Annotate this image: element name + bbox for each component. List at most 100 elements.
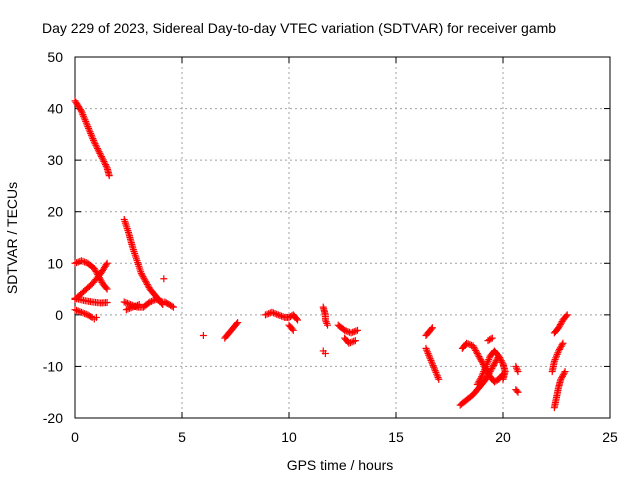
data-point [146, 298, 154, 306]
data-point [474, 379, 482, 387]
data-point [426, 355, 434, 363]
data-point [142, 279, 150, 287]
data-point [561, 368, 569, 376]
data-point [341, 326, 349, 334]
data-point [472, 348, 480, 356]
data-point [130, 247, 138, 255]
data-point [121, 219, 129, 227]
data-point [139, 273, 147, 281]
data-point [93, 143, 101, 151]
data-point [482, 375, 490, 383]
data-point [350, 328, 358, 336]
data-point [82, 119, 90, 127]
y-tick-label: 0 [55, 307, 63, 323]
data-point [513, 387, 521, 395]
data-point [322, 318, 330, 326]
data-point [92, 313, 100, 321]
data-point [292, 315, 300, 323]
data-point [478, 373, 486, 381]
data-point [427, 325, 435, 333]
x-tick-label: 0 [71, 429, 79, 445]
data-point [87, 131, 95, 139]
data-point [129, 303, 137, 311]
data-point [138, 271, 146, 279]
data-point [233, 320, 241, 328]
data-point [499, 375, 507, 383]
data-point [435, 375, 443, 383]
data-point [556, 344, 564, 352]
data-point [129, 244, 137, 252]
data-point [487, 335, 495, 343]
data-point [141, 276, 149, 284]
data-point [434, 374, 442, 382]
axis-ticks [74, 56, 611, 419]
data-point [559, 339, 567, 347]
data-point [475, 377, 483, 385]
data-point [350, 337, 358, 345]
data-point [143, 280, 151, 288]
x-tick-label: 5 [178, 429, 186, 445]
data-point [555, 324, 563, 332]
data-points [71, 97, 571, 412]
data-point [422, 344, 430, 352]
data-point [550, 357, 558, 365]
data-point [94, 146, 102, 154]
data-point [552, 354, 560, 362]
data-point [126, 304, 134, 312]
data-point [480, 368, 488, 376]
data-point [78, 109, 86, 117]
data-point [558, 341, 566, 349]
data-point [103, 285, 111, 293]
data-point [97, 151, 105, 159]
data-point [86, 128, 94, 136]
data-point [551, 356, 559, 364]
y-tick-label: 30 [47, 152, 63, 168]
data-point [279, 313, 287, 321]
data-point [431, 365, 439, 373]
data-point [429, 362, 437, 370]
data-point [353, 326, 361, 334]
data-point [80, 112, 88, 120]
data-point [123, 225, 131, 233]
plot-frame [74, 56, 611, 419]
data-point [474, 351, 482, 359]
data-point [557, 342, 565, 350]
data-point [144, 282, 152, 290]
data-point [93, 145, 101, 153]
data-point [122, 299, 130, 307]
data-point [261, 311, 269, 319]
data-point [73, 306, 81, 314]
data-point [557, 319, 565, 327]
data-point [199, 331, 207, 339]
data-point [324, 321, 332, 329]
data-point [77, 106, 85, 114]
data-point [79, 309, 87, 317]
data-point [514, 388, 522, 396]
x-tick-label: 10 [281, 429, 297, 445]
data-point [90, 264, 98, 272]
data-point [134, 260, 142, 268]
data-point [425, 351, 433, 359]
data-point [90, 136, 98, 144]
data-point [129, 246, 137, 254]
data-point [263, 310, 271, 318]
data-point [560, 369, 568, 377]
data-point [423, 348, 431, 356]
data-point [102, 162, 110, 170]
data-point [321, 316, 329, 324]
data-point [120, 298, 128, 306]
data-point [470, 343, 478, 351]
data-point [514, 368, 522, 376]
data-point [342, 327, 350, 335]
data-point [77, 107, 85, 115]
data-point [91, 266, 99, 274]
data-point [483, 359, 491, 367]
y-tick-label: 20 [47, 204, 63, 220]
data-point [100, 157, 108, 165]
data-point [154, 296, 162, 304]
data-point [430, 363, 438, 371]
data-point [558, 374, 566, 382]
data-point [478, 357, 486, 365]
